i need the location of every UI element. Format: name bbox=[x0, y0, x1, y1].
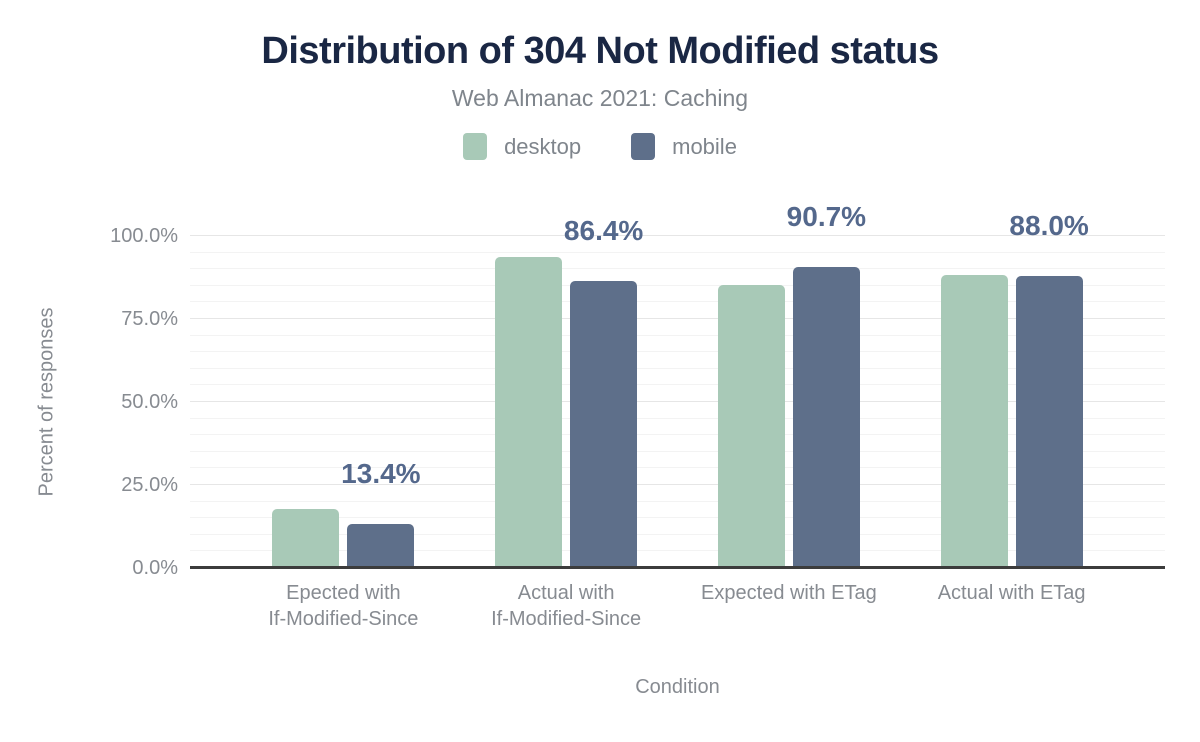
legend-swatch-mobile bbox=[631, 133, 656, 160]
minor-gridline bbox=[190, 417, 1165, 419]
bar-desktop-0 bbox=[272, 509, 340, 568]
legend-label-mobile: mobile bbox=[672, 133, 737, 159]
data-label-3: 88.0% bbox=[1009, 209, 1089, 241]
bar-mobile-2 bbox=[792, 266, 860, 568]
minor-gridline bbox=[190, 367, 1165, 369]
minor-gridline bbox=[190, 351, 1165, 353]
minor-gridline bbox=[190, 500, 1165, 502]
minor-gridline bbox=[190, 268, 1165, 270]
bar-mobile-1 bbox=[570, 281, 638, 568]
data-label-2: 90.7% bbox=[786, 200, 867, 232]
chart-subtitle: Web Almanac 2021: Caching bbox=[451, 85, 749, 111]
y-tick-label-100: 100.0% bbox=[110, 225, 178, 247]
bar-mobile-0 bbox=[347, 523, 415, 568]
legend-label-desktop: desktop bbox=[504, 133, 582, 159]
y-tick-label-75: 75.0% bbox=[121, 308, 178, 330]
minor-gridline bbox=[190, 334, 1165, 336]
major-gridline bbox=[190, 484, 1165, 485]
minor-gridline bbox=[190, 550, 1165, 552]
plot-area: 13.4% 86.4% 90.7% 88.0% bbox=[190, 201, 1165, 569]
legend: desktop mobile bbox=[0, 133, 1200, 160]
x-tick-label-2: Expected with ETag bbox=[701, 582, 877, 604]
bar-desktop-1 bbox=[495, 256, 563, 568]
minor-gridline bbox=[190, 450, 1165, 452]
y-tick-label-0: 0.0% bbox=[132, 557, 178, 579]
bar-mobile-3 bbox=[1015, 275, 1083, 568]
y-tick-label-25: 25.0% bbox=[121, 474, 178, 496]
minor-gridline bbox=[190, 467, 1165, 469]
major-gridline bbox=[190, 401, 1165, 402]
minor-gridline bbox=[190, 284, 1165, 286]
data-label-1: 86.4% bbox=[563, 215, 644, 247]
minor-gridline bbox=[190, 384, 1165, 386]
data-label-0: 13.4% bbox=[341, 457, 421, 489]
minor-gridline bbox=[190, 301, 1165, 303]
x-tick-label-3: Actual with ETag bbox=[937, 582, 1086, 604]
bar-desktop-2 bbox=[717, 284, 785, 568]
chart-title: Distribution of 304 Not Modified status bbox=[261, 30, 939, 72]
minor-gridline bbox=[190, 434, 1165, 436]
minor-gridline bbox=[190, 533, 1165, 535]
x-axis-title: Condition bbox=[635, 676, 720, 698]
legend-item-desktop: desktop bbox=[463, 133, 581, 160]
legend-item-mobile: mobile bbox=[631, 133, 737, 160]
bar-desktop-3 bbox=[940, 274, 1008, 568]
major-gridline bbox=[190, 318, 1165, 319]
x-tick-label-1: Actual with If-Modified-Since bbox=[491, 582, 642, 630]
minor-gridline bbox=[190, 517, 1165, 519]
x-axis-line bbox=[190, 566, 1165, 569]
major-gridline bbox=[190, 235, 1165, 236]
x-tick-label-0: Epected with If-Modified-Since bbox=[268, 582, 419, 630]
legend-swatch-desktop bbox=[463, 133, 488, 160]
y-tick-label-50: 50.0% bbox=[121, 391, 178, 413]
minor-gridline bbox=[190, 251, 1165, 253]
